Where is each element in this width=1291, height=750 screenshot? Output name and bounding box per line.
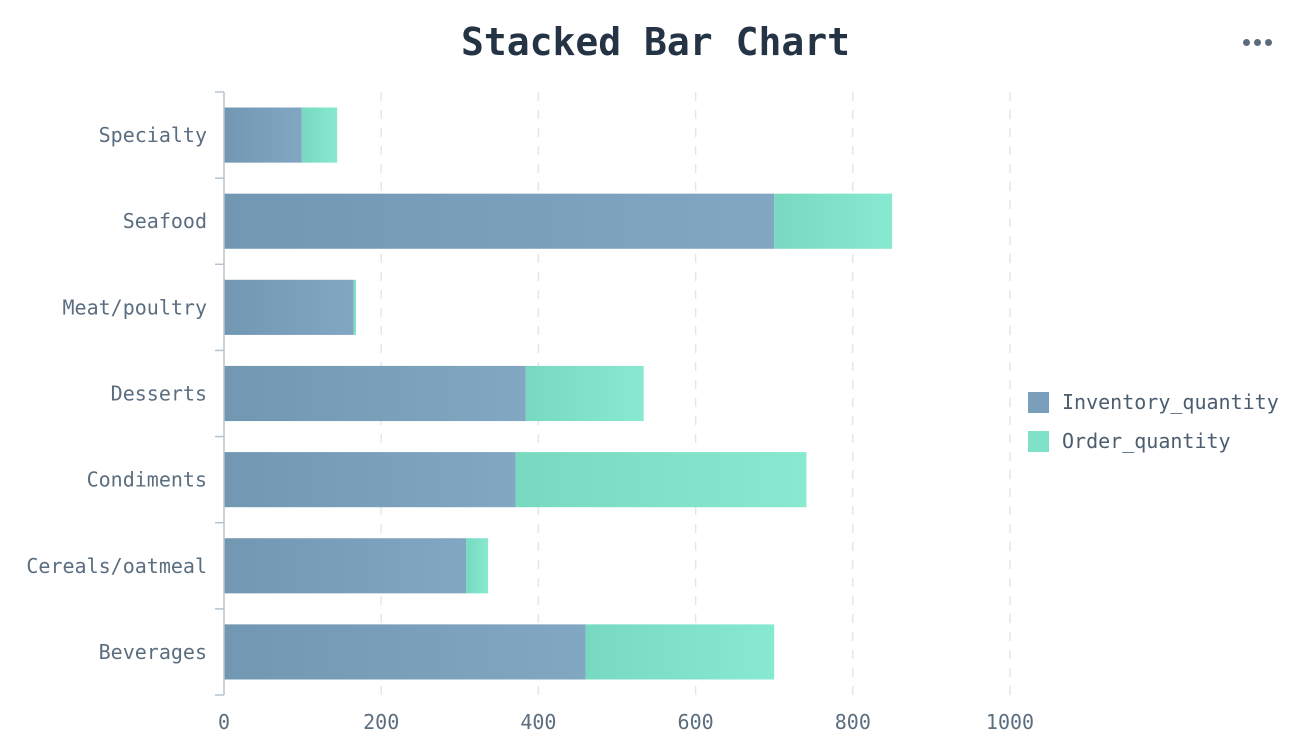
bar-order-quantity[interactable] bbox=[525, 365, 644, 422]
bar-inventory-quantity[interactable] bbox=[224, 193, 775, 249]
bar-inventory-quantity[interactable] bbox=[224, 452, 516, 508]
bar-order-quantity[interactable] bbox=[774, 193, 893, 249]
x-tick-label: 400 bbox=[520, 710, 556, 734]
legend: Inventory_quantity Order_quantity bbox=[1028, 388, 1279, 466]
axes: 0 200 400 600 800 1000 Beverages Cereals/oatmea… bbox=[26, 91, 1034, 734]
bar-order-quantity[interactable] bbox=[515, 452, 807, 508]
legend-label: Inventory_quantity bbox=[1062, 390, 1279, 414]
legend-item[interactable]: Inventory_quantity bbox=[1028, 388, 1279, 416]
x-tick-label: 1000 bbox=[986, 710, 1034, 734]
bar-order-quantity[interactable] bbox=[466, 538, 489, 594]
x-tick-label: 0 bbox=[218, 710, 230, 734]
y-category-label: Desserts bbox=[111, 382, 207, 406]
legend-swatch bbox=[1028, 430, 1049, 452]
y-category-label: Condiments bbox=[87, 468, 207, 492]
x-tick-label: 200 bbox=[363, 710, 399, 734]
bar-inventory-quantity[interactable] bbox=[224, 107, 302, 163]
bar-inventory-quantity[interactable] bbox=[224, 624, 586, 680]
more-horizontal-icon bbox=[1242, 38, 1250, 46]
y-category-label: Specialty bbox=[99, 123, 207, 147]
bar-order-quantity[interactable] bbox=[353, 279, 357, 335]
y-category-label: Beverages bbox=[99, 640, 207, 664]
bar-order-quantity[interactable] bbox=[585, 624, 775, 680]
bar-order-quantity[interactable] bbox=[301, 107, 338, 163]
y-category-label: Meat/poultry bbox=[63, 295, 208, 319]
legend-swatch bbox=[1028, 391, 1049, 413]
bar-inventory-quantity[interactable] bbox=[224, 279, 354, 335]
more-horizontal-icon-dot bbox=[1253, 38, 1261, 46]
y-category-label: Cereals/oatmeal bbox=[26, 554, 207, 578]
more-horizontal-icon-dot bbox=[1264, 38, 1272, 46]
more-options-button[interactable] bbox=[1236, 28, 1278, 56]
y-category-label: Seafood bbox=[123, 209, 207, 233]
bar-inventory-quantity[interactable] bbox=[224, 538, 467, 594]
legend-item[interactable]: Order_quantity bbox=[1028, 427, 1279, 455]
x-tick-label: 600 bbox=[678, 710, 714, 734]
x-tick-label: 800 bbox=[835, 710, 871, 734]
chart-title: Stacked Bar Chart bbox=[461, 20, 850, 64]
bar-inventory-quantity[interactable] bbox=[224, 365, 526, 422]
bars bbox=[224, 107, 893, 680]
legend-label: Order_quantity bbox=[1062, 429, 1231, 453]
